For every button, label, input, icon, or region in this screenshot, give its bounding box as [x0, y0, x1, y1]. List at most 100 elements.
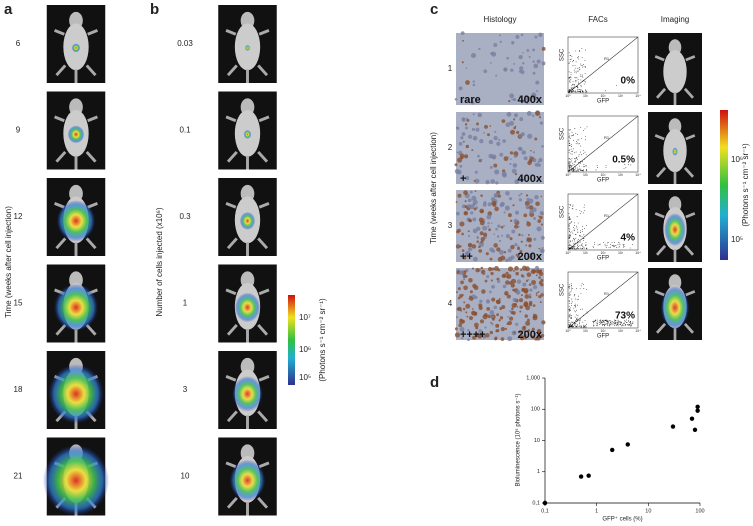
event	[571, 158, 573, 160]
event	[570, 166, 572, 168]
event	[575, 143, 577, 145]
stain	[481, 289, 486, 294]
event	[582, 243, 583, 245]
stain	[501, 274, 506, 278]
event	[568, 283, 570, 285]
event	[582, 91, 583, 92]
stain	[498, 297, 501, 300]
event	[610, 243, 612, 245]
event	[575, 248, 577, 250]
stain	[535, 274, 538, 277]
event	[568, 78, 570, 80]
stain	[520, 192, 523, 195]
event	[583, 212, 584, 214]
event	[568, 242, 570, 244]
event	[571, 301, 573, 303]
stain	[461, 117, 465, 121]
event	[582, 76, 584, 78]
stain	[521, 150, 527, 155]
event	[569, 285, 571, 287]
event	[621, 321, 623, 323]
event	[572, 162, 574, 164]
stain	[498, 249, 504, 255]
event	[573, 238, 575, 240]
event	[571, 326, 573, 327]
stain	[490, 279, 493, 282]
event	[578, 295, 580, 297]
point	[625, 442, 630, 447]
signal	[56, 200, 96, 242]
event	[574, 242, 576, 244]
colorbar-label: (Photons s⁻¹ cm⁻² sr⁻¹)	[741, 143, 750, 227]
event	[583, 65, 585, 67]
stain	[465, 117, 468, 120]
event	[579, 326, 581, 328]
event	[608, 325, 610, 327]
point	[542, 500, 548, 506]
stain	[514, 125, 517, 128]
event	[583, 238, 585, 240]
stain	[490, 62, 492, 64]
event	[569, 291, 571, 293]
stain	[524, 334, 527, 337]
event	[568, 162, 570, 164]
event	[576, 319, 578, 321]
axis-label: Time (weeks after cell injection)	[429, 132, 438, 244]
event	[568, 170, 570, 172]
stain	[541, 61, 546, 66]
event	[628, 164, 630, 166]
stain	[531, 92, 537, 98]
stain	[493, 266, 499, 271]
event	[583, 314, 584, 316]
event	[623, 244, 625, 245]
axis-label: Number of cells injected (x10⁶)	[155, 207, 164, 316]
stain	[461, 232, 464, 236]
facs-tick: 10⁰	[565, 251, 571, 255]
event	[574, 305, 575, 306]
event	[593, 323, 595, 325]
stain	[489, 310, 495, 315]
stain	[482, 232, 488, 237]
column-header: Histology	[484, 15, 517, 24]
event	[570, 72, 572, 74]
event	[575, 132, 577, 134]
event	[568, 324, 570, 325]
stain	[464, 200, 467, 203]
event	[584, 139, 586, 141]
event	[584, 59, 586, 61]
event	[585, 165, 587, 167]
event	[585, 169, 587, 171]
event	[568, 52, 570, 54]
event	[568, 226, 570, 228]
event	[573, 227, 574, 228]
event	[603, 324, 605, 325]
event	[578, 154, 580, 156]
stain	[483, 271, 486, 274]
stain	[459, 294, 463, 298]
event	[568, 305, 570, 307]
stain	[460, 31, 465, 36]
event	[579, 168, 580, 170]
stain	[456, 230, 460, 234]
event	[584, 80, 586, 82]
stain	[470, 211, 474, 215]
event	[604, 323, 606, 325]
event	[575, 170, 577, 172]
event	[574, 166, 576, 168]
row-label: 0.1	[179, 126, 191, 135]
stain	[523, 325, 526, 329]
event	[576, 248, 578, 249]
facs-y-label: SSC	[560, 283, 566, 296]
event	[578, 326, 580, 327]
event	[569, 54, 571, 56]
facs-tick: 10³	[618, 94, 624, 98]
stain	[535, 201, 540, 207]
stain	[531, 327, 535, 331]
stain	[478, 47, 481, 51]
event	[619, 244, 621, 246]
stain	[491, 284, 495, 289]
stain	[532, 71, 536, 75]
event	[628, 320, 629, 321]
row-label: 3	[183, 385, 188, 394]
event	[607, 321, 609, 323]
